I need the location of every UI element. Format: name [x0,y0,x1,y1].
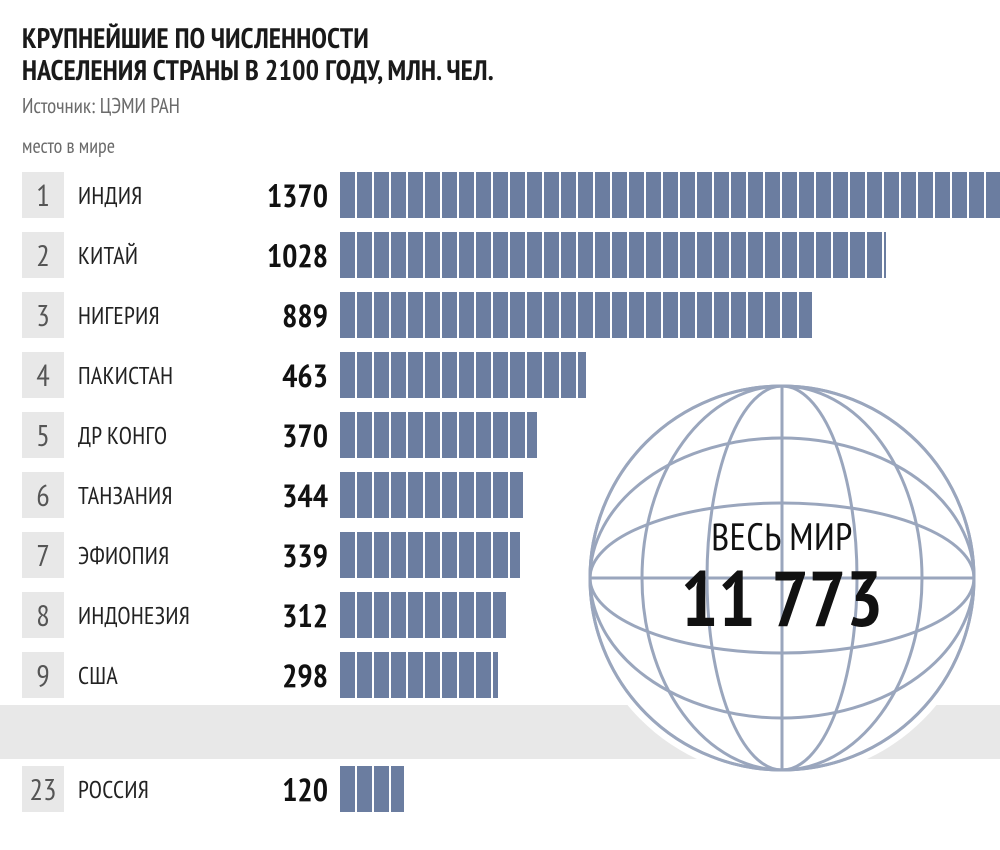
rank-column-header: место в мире [22,133,1000,159]
bar [340,232,1000,278]
population-value: 1028 [238,234,340,276]
country-label: ДР КОНГО [78,420,238,451]
bar [340,292,1000,338]
rank-badge: 23 [22,766,64,812]
rank-badge: 9 [22,652,64,698]
rank-badge: 5 [22,412,64,458]
infographic-root: КРУПНЕЙШИЕ ПО ЧИСЛЕННОСТИ НАСЕЛЕНИЯ СТРА… [0,0,1000,850]
source-text: Источник: ЦЭМИ РАН [22,92,1000,119]
world-total-callout: ВЕСЬ МИР 11 773 [582,378,982,778]
title-line-1: КРУПНЕЙШИЕ ПО ЧИСЛЕННОСТИ [22,22,1000,54]
population-value: 889 [238,294,340,336]
country-label: НИГЕРИЯ [78,300,238,331]
table-row: 2 КИТАЙ 1028 [22,225,1000,285]
world-total-value: 11 773 [681,557,883,639]
country-label: США [78,660,238,691]
table-row: 1 ИНДИЯ 1370 [22,165,1000,225]
country-label: РОССИЯ [78,774,238,805]
rank-badge: 6 [22,472,64,518]
population-value: 312 [238,594,340,636]
rank-badge: 8 [22,592,64,638]
country-label: ЭФИОПИЯ [78,540,238,571]
population-value: 120 [238,768,340,810]
country-label: ИНДОНЕЗИЯ [78,600,238,631]
title-line-2: НАСЕЛЕНИЯ СТРАНЫ В 2100 ГОДУ, МЛН. ЧЕЛ. [22,54,1000,86]
rank-badge: 1 [22,172,64,218]
country-label: ТАНЗАНИЯ [78,480,238,511]
population-value: 1370 [238,174,340,216]
country-label: КИТАЙ [78,240,238,271]
rank-badge: 3 [22,292,64,338]
population-value: 344 [238,474,340,516]
bar [340,172,1000,218]
country-label: ИНДИЯ [78,180,238,211]
population-value: 370 [238,414,340,456]
population-value: 339 [238,534,340,576]
rank-badge: 4 [22,352,64,398]
population-value: 463 [238,354,340,396]
table-row: 3 НИГЕРИЯ 889 [22,285,1000,345]
country-label: ПАКИСТАН [78,360,238,391]
rank-badge: 7 [22,532,64,578]
rank-badge: 2 [22,232,64,278]
title: КРУПНЕЙШИЕ ПО ЧИСЛЕННОСТИ НАСЕЛЕНИЯ СТРА… [22,22,1000,86]
population-value: 298 [238,654,340,696]
